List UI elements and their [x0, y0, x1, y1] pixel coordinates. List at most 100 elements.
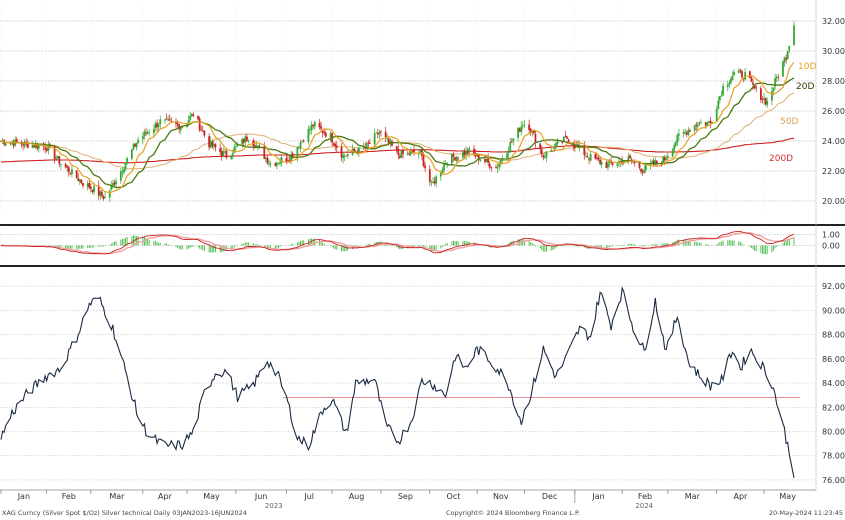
candle-body — [365, 143, 368, 148]
footer-center: Copyright© 2024 Bloomberg Finance L.P. — [446, 509, 580, 517]
candle-body — [466, 151, 469, 154]
candle-body — [676, 135, 679, 144]
candle-body — [629, 155, 631, 159]
x-month-label: Feb — [62, 492, 76, 501]
candle-body — [153, 128, 155, 134]
candle-body — [583, 146, 586, 156]
candle-body — [134, 143, 136, 147]
candle-body — [126, 158, 129, 164]
candle-body — [499, 159, 502, 163]
candle-body — [772, 87, 775, 92]
x-month-label: Nov — [493, 492, 509, 501]
candle-body — [389, 141, 392, 143]
candle-body — [775, 77, 778, 79]
candle-body — [424, 165, 426, 169]
candle-body — [23, 141, 26, 147]
candle-body — [397, 149, 400, 155]
candle-body — [351, 149, 354, 155]
candle-body — [56, 156, 59, 159]
candle-body — [457, 157, 460, 159]
candle-body — [722, 86, 724, 96]
candle-body — [12, 141, 15, 147]
candle-body — [422, 155, 425, 167]
candle-body — [378, 132, 381, 135]
candle-body — [619, 160, 622, 163]
candle-body — [274, 163, 277, 166]
lower-tick-label: 84.00 — [822, 379, 845, 388]
candle-body — [506, 153, 508, 158]
candle-body — [373, 133, 376, 145]
candle-body — [539, 143, 542, 150]
candle-body — [584, 155, 587, 157]
candle-body — [715, 109, 718, 122]
candle-body — [700, 122, 702, 124]
candle-body — [22, 144, 24, 146]
candle-body — [346, 154, 349, 156]
candle-body — [253, 145, 256, 149]
candle-body — [479, 159, 482, 161]
candle-body — [454, 157, 456, 161]
price-tick-label: 30.00 — [822, 47, 845, 56]
candle-body — [545, 151, 548, 158]
candle-body — [439, 172, 442, 177]
candle-body — [241, 139, 244, 145]
candle-body — [512, 138, 515, 142]
candle-body — [190, 113, 193, 117]
candle-body — [788, 46, 791, 51]
candle-body — [755, 87, 758, 89]
indicator-line — [0, 286, 795, 479]
candle-body — [86, 183, 89, 187]
candle-body — [113, 182, 116, 185]
candle-body — [783, 57, 786, 63]
candle-body — [707, 121, 710, 123]
candle-body — [596, 157, 598, 159]
candle-body — [69, 173, 72, 175]
candle-body — [540, 149, 543, 155]
candle-body — [242, 138, 245, 143]
candle-body — [477, 154, 480, 160]
candle-body — [343, 155, 346, 157]
candle-body — [332, 142, 335, 145]
candle-body — [296, 147, 299, 158]
candle-body — [225, 150, 228, 158]
x-month-label: Jun — [254, 492, 268, 501]
moving-average-labels: 10D 20D 50D 200D — [769, 62, 816, 164]
oscillator-tick-label: 1.00 — [822, 231, 840, 240]
candle-body — [375, 132, 378, 134]
candle-body — [178, 124, 181, 130]
candle-body — [165, 118, 168, 120]
oscillator-panel: 1.00 0.00 — [0, 229, 840, 262]
candle-body — [231, 153, 234, 156]
x-month-label: Sep — [398, 492, 413, 501]
candle-body — [417, 153, 420, 155]
candle-body — [264, 157, 267, 160]
candle-body — [695, 124, 698, 126]
candle-body — [257, 145, 259, 147]
candle-body — [275, 162, 278, 166]
candle-body — [786, 51, 789, 59]
candle-body — [782, 61, 784, 77]
candle-body — [588, 158, 590, 160]
candle-body — [321, 129, 324, 133]
candle-body — [302, 140, 305, 142]
candle-body — [441, 169, 444, 174]
lower-tick-label: 90.00 — [822, 306, 845, 315]
candle-body — [730, 78, 732, 83]
candle-body — [507, 150, 510, 154]
candle-body — [685, 132, 688, 135]
candle-body — [100, 191, 103, 196]
candle-body — [709, 120, 712, 124]
candle-body — [137, 139, 140, 144]
candle-body — [119, 171, 122, 181]
oscillator-signal-line — [1, 232, 795, 255]
candle-body — [9, 142, 12, 145]
candle-body — [693, 125, 696, 131]
candle-body — [468, 148, 471, 153]
lower-tick-label: 76.00 — [822, 476, 845, 485]
candle-body — [4, 143, 7, 146]
candle-body — [192, 114, 195, 116]
candle-body — [89, 186, 92, 189]
candle-body — [665, 158, 668, 160]
candle-body — [484, 158, 486, 162]
candle-body — [93, 186, 95, 193]
